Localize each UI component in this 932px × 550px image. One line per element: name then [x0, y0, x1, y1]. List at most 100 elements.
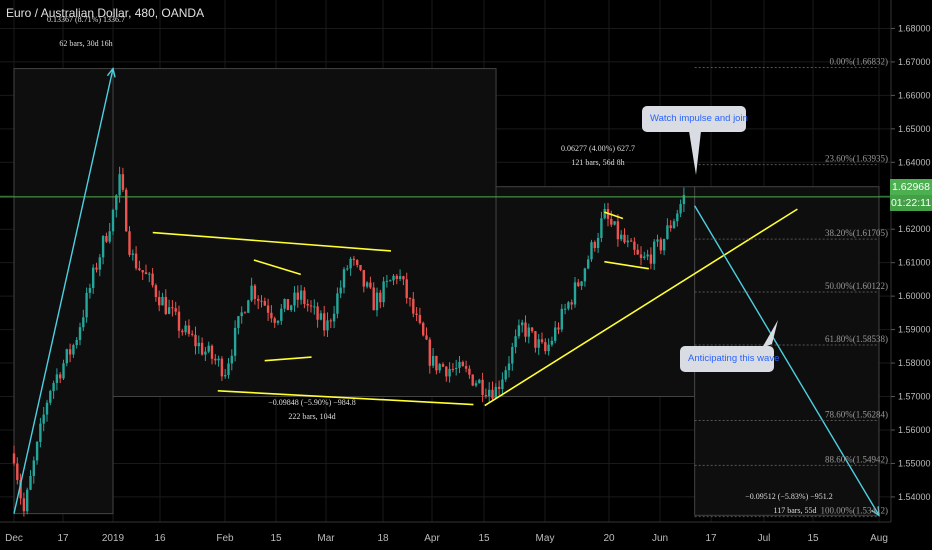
time-tick-label: 15 — [270, 533, 282, 544]
callout-anticipating-wave[interactable]: Anticipating this wave — [680, 346, 779, 372]
candle-body — [342, 269, 346, 288]
fib-label: 38.20%(1.61705) — [825, 228, 888, 238]
candle-body — [260, 300, 263, 302]
candle-body — [280, 308, 283, 321]
candle-body — [491, 389, 494, 399]
candle-body — [200, 342, 204, 355]
candle-body — [398, 276, 402, 279]
candle-body — [72, 345, 75, 355]
callout-anticipating-wave-text: Anticipating this wave — [688, 353, 780, 364]
price-tick-label: 1.57000 — [898, 392, 931, 402]
time-tick-label: 20 — [603, 533, 615, 544]
candle-body — [451, 368, 455, 370]
measure1-line2: 62 bars, 30d 16h — [59, 39, 112, 48]
candle-body — [78, 327, 82, 341]
candle-body — [590, 242, 593, 260]
candle-body — [339, 287, 342, 294]
candle-body — [620, 234, 623, 240]
candle-body — [682, 195, 686, 205]
candle-body — [19, 479, 22, 499]
candle-body — [42, 414, 45, 424]
candle-body — [121, 174, 125, 190]
candle-body — [570, 302, 573, 305]
candle-body — [148, 273, 151, 275]
candle-body — [422, 322, 425, 336]
candle-body — [65, 349, 68, 364]
candle-body — [111, 209, 115, 232]
candle-body — [573, 282, 577, 305]
projection-arrow-1 — [13, 68, 114, 514]
price-tick-label: 1.56000 — [898, 425, 931, 435]
price-axis[interactable]: 1.680001.670001.660001.650001.640001.630… — [890, 0, 932, 550]
measure4-line1: −0.09512 (−5.83%) −951.2 — [745, 492, 833, 501]
candle-body — [365, 282, 369, 287]
price-tick-label: 1.68000 — [898, 23, 931, 33]
fib-label: 78.60%(1.56284) — [825, 409, 888, 419]
candle-body — [445, 366, 448, 377]
candle-body — [596, 237, 600, 249]
callout-watch-impulse-text: Watch impulse and join — [650, 113, 748, 124]
candle-body — [656, 239, 659, 242]
trendline-5 — [264, 356, 312, 362]
candle-body — [167, 307, 171, 314]
candle-body — [501, 379, 504, 390]
candle-body — [210, 345, 214, 359]
price-tick-label: 1.60000 — [898, 291, 931, 301]
candle-body — [233, 327, 237, 356]
arrowhead-icon — [871, 506, 880, 517]
candle-body — [230, 355, 233, 364]
candle-body — [319, 313, 323, 320]
trendline-4 — [253, 259, 301, 276]
candle-body — [534, 331, 537, 348]
candle-body — [418, 315, 422, 323]
projection-arrow-2 — [694, 205, 880, 516]
time-tick-label: Dec — [5, 533, 23, 544]
candle-body — [517, 325, 521, 337]
time-tick-label: Jun — [652, 533, 668, 544]
candle-body — [521, 322, 524, 326]
candle-body — [263, 301, 266, 306]
candle-body — [464, 366, 468, 369]
candle-body — [389, 280, 392, 282]
fib-label: 23.60%(1.63935) — [825, 154, 888, 164]
candle-body — [484, 394, 488, 396]
candle-body — [659, 239, 662, 251]
candle-body — [247, 300, 250, 313]
candle-body — [191, 333, 194, 335]
candle-body — [415, 313, 418, 316]
candle-body — [306, 304, 309, 306]
candle-body — [455, 367, 458, 370]
measure2-line2: 222 bars, 104d — [288, 412, 335, 421]
trendline-layer — [0, 67, 891, 517]
candle-body — [603, 208, 606, 219]
candle-body — [158, 297, 161, 306]
candle-body — [101, 236, 105, 258]
candle-body — [237, 316, 240, 328]
candle-body — [435, 355, 438, 371]
candle-body — [85, 292, 88, 318]
candle-body — [174, 308, 177, 312]
candle-body — [286, 299, 290, 311]
measure-box-3 — [495, 186, 696, 398]
candle-body — [283, 299, 286, 309]
time-axis-bg — [0, 522, 932, 550]
time-tick-label: 15 — [478, 533, 490, 544]
candle-body — [45, 402, 49, 415]
candle-body — [253, 285, 257, 299]
callout-watch-impulse[interactable]: Watch impulse and join — [642, 106, 748, 132]
candle-body — [332, 313, 336, 322]
bar-countdown-tag: 01:22:11 — [890, 195, 932, 211]
chart-title: Euro / Australian Dollar, 480, OANDA — [6, 6, 205, 20]
candle-body — [217, 358, 220, 361]
candle-body — [676, 213, 679, 222]
candle-body — [75, 340, 78, 346]
callout-pointer-icon — [689, 131, 701, 175]
measure3-line2: 121 bars, 56d 8h — [571, 158, 624, 167]
candle-body — [554, 327, 557, 341]
candle-body — [68, 349, 72, 355]
candle-body — [187, 325, 191, 334]
time-tick-label: 18 — [377, 533, 389, 544]
candle-body — [623, 234, 626, 243]
time-axis[interactable]: Dec 17 2019 16 Feb 15 Mar 18 Apr 15 May 20 Jun 17 Jul 1… — [0, 521, 932, 550]
